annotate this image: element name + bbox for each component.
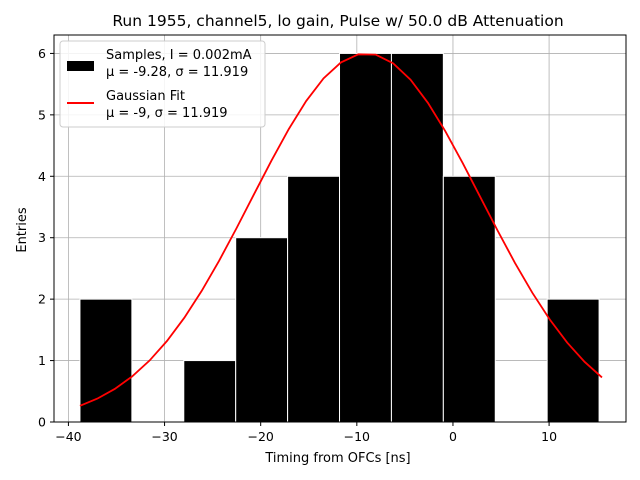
legend-swatch-samples	[67, 61, 94, 71]
x-tick-label: −20	[247, 429, 273, 444]
legend-stats-samples: μ = -9.28, σ = 11.919	[106, 65, 248, 80]
histogram-bar	[287, 175, 341, 423]
x-tick-label: 0	[449, 429, 457, 444]
gaussian-fit	[79, 53, 603, 407]
y-axis-label: Entries	[15, 207, 30, 253]
histogram-bar	[442, 175, 496, 423]
legend: Samples, I = 0.002mA μ = -9.28, σ = 11.9…	[59, 40, 266, 128]
x-tick-label: 10	[541, 429, 557, 444]
x-axis-ticks: −40 −30 −20 −10 0 10	[55, 422, 557, 444]
x-tick-label: −40	[55, 429, 81, 444]
y-tick-label: 0	[38, 415, 46, 430]
x-tick-label: −30	[151, 429, 177, 444]
histogram-bar	[390, 52, 444, 423]
legend-stats-fit: μ = -9, σ = 11.919	[106, 106, 228, 121]
histogram-bar	[79, 298, 133, 423]
fit-curve	[79, 53, 603, 407]
y-tick-label: 6	[38, 46, 46, 61]
y-tick-label: 2	[38, 292, 46, 307]
y-tick-label: 5	[38, 107, 46, 122]
legend-label-samples: Samples, I = 0.002mA	[106, 48, 252, 63]
chart-title: Run 1955, channel5, lo gain, Pulse w/ 50…	[112, 12, 563, 30]
y-tick-label: 1	[38, 353, 46, 368]
histogram-bar	[339, 52, 392, 423]
y-tick-label: 3	[38, 230, 46, 245]
y-tick-label: 4	[38, 169, 46, 184]
histogram-bar	[235, 237, 289, 423]
plot-frame	[53, 34, 627, 423]
histogram-bar	[183, 360, 237, 423]
histogram-bar	[546, 298, 600, 423]
y-axis-ticks: 0 1 2 3 4 5 6	[38, 46, 54, 430]
x-axis-label: Timing from OFCs [ns]	[264, 451, 410, 466]
legend-box	[59, 40, 266, 128]
legend-label-fit: Gaussian Fit	[106, 89, 185, 104]
x-tick-label: −10	[344, 429, 370, 444]
